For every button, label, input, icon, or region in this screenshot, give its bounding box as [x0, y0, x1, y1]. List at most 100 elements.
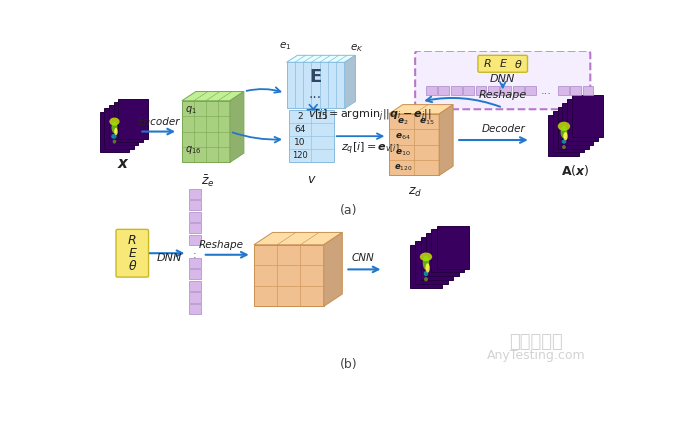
Text: 嘉峪检测网: 嘉峪检测网: [509, 333, 563, 351]
Text: E: E: [309, 68, 322, 86]
Text: 15: 15: [317, 112, 328, 121]
Polygon shape: [182, 91, 244, 101]
FancyBboxPatch shape: [478, 55, 528, 72]
Text: Encoder: Encoder: [137, 117, 180, 127]
FancyBboxPatch shape: [463, 86, 474, 95]
Text: Reshape: Reshape: [479, 90, 527, 100]
Text: $z_q[i]=\boldsymbol{e}_{v[i]}$: $z_q[i]=\boldsymbol{e}_{v[i]}$: [341, 141, 399, 157]
Text: ...: ...: [309, 87, 322, 101]
FancyBboxPatch shape: [500, 86, 511, 95]
Ellipse shape: [563, 132, 568, 140]
FancyBboxPatch shape: [415, 51, 590, 109]
Polygon shape: [389, 114, 439, 175]
FancyBboxPatch shape: [189, 211, 201, 222]
Text: ...: ...: [541, 86, 551, 96]
FancyBboxPatch shape: [118, 99, 148, 139]
Text: 120: 120: [292, 151, 308, 160]
Ellipse shape: [562, 139, 566, 144]
Polygon shape: [254, 233, 342, 245]
Ellipse shape: [113, 139, 116, 144]
Text: $\theta$: $\theta$: [128, 259, 137, 273]
Text: $\boldsymbol{e}_{64}$: $\boldsymbol{e}_{64}$: [395, 132, 411, 142]
FancyBboxPatch shape: [189, 200, 201, 210]
FancyBboxPatch shape: [189, 281, 201, 291]
Text: $q_{16}$: $q_{16}$: [185, 144, 201, 156]
FancyBboxPatch shape: [189, 293, 201, 302]
FancyBboxPatch shape: [572, 95, 602, 137]
FancyBboxPatch shape: [104, 109, 134, 148]
FancyBboxPatch shape: [558, 107, 589, 148]
Ellipse shape: [558, 122, 570, 131]
Text: R: R: [483, 59, 491, 69]
FancyBboxPatch shape: [100, 112, 129, 151]
Text: Decoder: Decoder: [481, 124, 526, 134]
Text: (b): (b): [340, 358, 357, 372]
FancyBboxPatch shape: [439, 86, 449, 95]
Text: $z_d$: $z_d$: [408, 186, 422, 199]
Text: CNN: CNN: [351, 253, 374, 263]
Polygon shape: [389, 105, 453, 114]
FancyBboxPatch shape: [562, 103, 594, 145]
Text: DNN: DNN: [156, 253, 182, 263]
FancyBboxPatch shape: [570, 86, 581, 95]
Text: (a): (a): [340, 204, 357, 218]
Ellipse shape: [562, 145, 566, 149]
FancyBboxPatch shape: [583, 86, 594, 95]
Text: 64: 64: [294, 125, 306, 134]
Ellipse shape: [420, 253, 432, 261]
Text: $\boldsymbol{e}_2$: $\boldsymbol{e}_2$: [397, 116, 409, 127]
FancyBboxPatch shape: [289, 110, 334, 162]
Ellipse shape: [423, 256, 429, 270]
Ellipse shape: [424, 271, 428, 276]
FancyBboxPatch shape: [475, 86, 486, 95]
FancyBboxPatch shape: [189, 223, 201, 233]
Polygon shape: [182, 101, 230, 162]
FancyBboxPatch shape: [549, 115, 579, 156]
Text: 2: 2: [297, 112, 303, 121]
Ellipse shape: [424, 277, 428, 281]
Text: E: E: [499, 59, 506, 69]
Polygon shape: [286, 62, 345, 109]
Text: $v[i]=\mathrm{argmin}_j||\boldsymbol{q}_i-\boldsymbol{e}_j||$: $v[i]=\mathrm{argmin}_j||\boldsymbol{q}_…: [308, 108, 432, 124]
Text: DNN: DNN: [490, 74, 515, 84]
Text: $e_1$: $e_1$: [279, 40, 291, 52]
FancyBboxPatch shape: [513, 86, 524, 95]
FancyBboxPatch shape: [558, 86, 568, 95]
Ellipse shape: [112, 122, 118, 133]
FancyBboxPatch shape: [426, 86, 437, 95]
Text: $\boldsymbol{e}_{120}$: $\boldsymbol{e}_{120}$: [394, 163, 412, 173]
Polygon shape: [254, 245, 324, 306]
Polygon shape: [324, 233, 342, 306]
FancyBboxPatch shape: [415, 241, 447, 284]
FancyBboxPatch shape: [525, 86, 536, 95]
Text: $\theta$: $\theta$: [514, 58, 522, 70]
FancyBboxPatch shape: [116, 230, 148, 277]
Text: E: E: [129, 247, 136, 260]
FancyBboxPatch shape: [426, 233, 458, 276]
Text: $q_1$: $q_1$: [185, 104, 197, 116]
Text: $\mathbf{A}(\boldsymbol{x})$: $\mathbf{A}(\boldsymbol{x})$: [562, 163, 590, 178]
Text: 10: 10: [294, 138, 306, 147]
FancyBboxPatch shape: [437, 226, 469, 269]
Text: $v$: $v$: [307, 173, 316, 186]
FancyBboxPatch shape: [431, 230, 464, 272]
Polygon shape: [439, 105, 453, 175]
Ellipse shape: [109, 118, 120, 126]
Polygon shape: [286, 55, 356, 62]
Ellipse shape: [560, 126, 567, 138]
Text: $e_K$: $e_K$: [350, 42, 364, 54]
Polygon shape: [345, 55, 356, 109]
FancyBboxPatch shape: [189, 258, 201, 268]
Text: :: :: [193, 250, 197, 260]
Text: $\bar{z}_e$: $\bar{z}_e$: [201, 173, 214, 189]
FancyBboxPatch shape: [189, 304, 201, 314]
Text: AnyTesting.com: AnyTesting.com: [487, 349, 585, 362]
FancyBboxPatch shape: [189, 269, 201, 279]
Ellipse shape: [112, 134, 116, 139]
FancyBboxPatch shape: [410, 245, 442, 288]
Polygon shape: [230, 91, 244, 162]
FancyBboxPatch shape: [567, 99, 598, 141]
FancyBboxPatch shape: [420, 237, 453, 280]
Ellipse shape: [114, 128, 118, 135]
Text: $\boldsymbol{e}_{15}$: $\boldsymbol{e}_{15}$: [419, 116, 435, 127]
